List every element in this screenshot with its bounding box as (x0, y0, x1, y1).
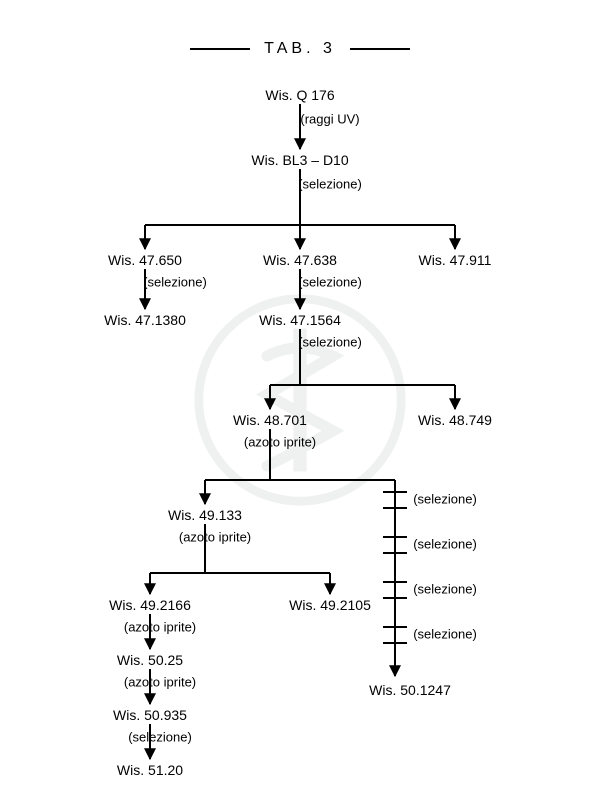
node-s4: (selezione) (413, 628, 477, 643)
node-n2: Wis. BL3 – D10 (251, 152, 348, 168)
node-s3: (selezione) (413, 583, 477, 598)
node-n15: Wis. 51.20 (117, 762, 183, 778)
node-n11b: (azoto iprite) (124, 621, 196, 636)
node-n6: Wis. 47.1380 (104, 312, 186, 328)
node-n2b: (selezione) (298, 178, 362, 193)
node-n1: Wis. Q 176 (265, 87, 334, 103)
node-n13b: (azoto iprite) (124, 676, 196, 691)
node-n14b: (selezione) (128, 731, 192, 746)
node-n7: Wis. 47.1564 (259, 312, 341, 328)
node-n7b: (selezione) (298, 336, 362, 351)
node-n3: Wis. 47.650 (108, 252, 182, 268)
node-n14: Wis. 50.935 (113, 707, 187, 723)
node-n4b: (selezione) (298, 276, 362, 291)
node-n8: Wis. 48.701 (233, 412, 307, 428)
node-n4: Wis. 47.638 (263, 252, 337, 268)
node-n12: Wis. 49.2105 (289, 597, 371, 613)
node-n10b: (azoto iprite) (179, 531, 251, 546)
node-n3b: (selezione) (143, 276, 207, 291)
node-n5: Wis. 47.911 (419, 252, 492, 268)
node-n8b: (azoto iprite) (244, 436, 316, 451)
node-n10: Wis. 49.133 (168, 507, 242, 523)
node-s1: (selezione) (413, 493, 477, 508)
node-n1b: (raggi UV) (300, 113, 359, 128)
node-n11: Wis. 49.2166 (109, 597, 191, 613)
node-s2: (selezione) (413, 538, 477, 553)
node-n9: Wis. 48.749 (418, 412, 492, 428)
node-n13: Wis. 50.25 (117, 652, 183, 668)
node-n16: Wis. 50.1247 (369, 682, 451, 698)
